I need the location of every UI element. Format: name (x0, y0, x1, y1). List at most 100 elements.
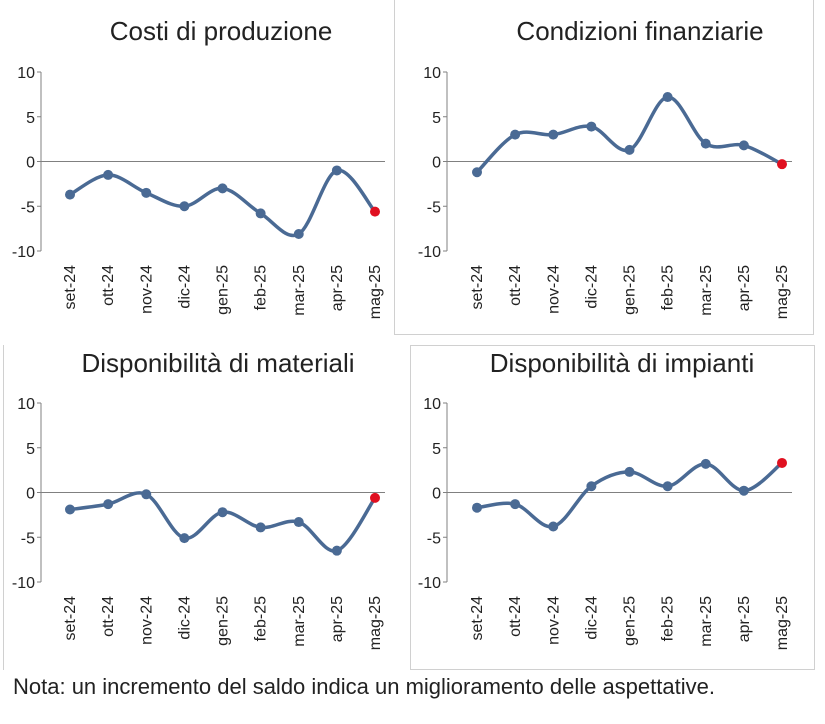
data-point (624, 144, 635, 155)
x-tick-label: dic-24 (176, 596, 193, 640)
panel-frame-bottom-left (3, 345, 6, 670)
data-point (331, 545, 342, 556)
data-point (179, 201, 190, 212)
x-tick-label: feb-25 (253, 265, 270, 310)
x-tick-label: nov-24 (545, 596, 562, 645)
x-tick-label: gen-25 (215, 596, 232, 646)
series-line (68, 491, 377, 553)
data-point (217, 507, 228, 518)
data-point (586, 121, 597, 132)
data-point (624, 466, 635, 477)
y-tick-label: -10 (12, 244, 35, 261)
data-point (700, 458, 711, 469)
chart-panel-1: Costi di produzione 10 5 0 -5 -10 set-24 ott-24… (12, 16, 385, 319)
data-point (65, 504, 75, 515)
chart-title: Costi di produzione (110, 16, 333, 46)
chart-title: Condizioni finanziarie (516, 16, 763, 46)
y-tick-label: -10 (418, 575, 441, 592)
data-point (103, 169, 114, 180)
x-tick-label: ott-24 (100, 265, 117, 306)
y-tick-label: -10 (418, 244, 441, 261)
x-tick-label: set-24 (469, 596, 486, 641)
x-tick-label: mag-25 (367, 265, 384, 319)
data-point (293, 228, 304, 239)
footnote: Nota: un incremento del saldo indica un … (13, 674, 715, 699)
x-tick-label: nov-24 (138, 596, 155, 645)
panel-frame-bottom-right (410, 345, 815, 670)
y-tick-label: -5 (21, 199, 35, 216)
x-tick-label: mar-25 (291, 265, 308, 316)
series-line (68, 168, 377, 238)
data-point (65, 189, 75, 200)
x-tick-label: nov-24 (545, 265, 562, 314)
x-tick-label: dic-24 (583, 596, 600, 640)
data-point (472, 502, 482, 513)
data-point (548, 129, 559, 140)
y-tick-label: 5 (26, 110, 35, 127)
y-tick-label: 5 (432, 110, 441, 127)
data-point (331, 165, 342, 176)
data-point (510, 129, 521, 140)
data-point-latest (777, 457, 787, 468)
x-tick-label: nov-24 (138, 265, 155, 314)
y-tick-label: -5 (427, 199, 441, 216)
panel-frame-top-right (394, 0, 814, 335)
y-tick-label: 0 (26, 155, 35, 172)
data-point (141, 187, 152, 198)
data-point (103, 499, 114, 510)
data-point-latest (370, 206, 380, 217)
y-tick-label: 0 (26, 486, 35, 503)
series-line (475, 95, 784, 174)
data-point-latest (370, 492, 380, 503)
y-tick-label: 10 (423, 65, 441, 82)
x-tick-label: apr-25 (329, 265, 346, 311)
data-point (141, 489, 152, 500)
data-point (586, 481, 597, 492)
chart-panel-3: Disponibilità di materiali 10 5 0 -5 -10 set-2… (12, 348, 385, 650)
data-point (217, 183, 228, 194)
y-tick-label: 5 (432, 441, 441, 458)
x-tick-label: dic-24 (176, 265, 193, 309)
x-tick-label: feb-25 (660, 265, 677, 310)
data-point (738, 140, 749, 151)
x-tick-label: mag-25 (774, 596, 791, 650)
chart-panel-2: Condizioni finanziarie 10 5 0 -5 -10 set-24 ott… (418, 16, 792, 319)
y-tick-label: 10 (423, 396, 441, 413)
x-tick-label: gen-25 (215, 265, 232, 315)
chart-title: Disponibilità di impianti (490, 348, 754, 378)
y-tick-label: 0 (432, 155, 441, 172)
x-tick-label: gen-25 (622, 596, 639, 646)
y-tick-label: 0 (432, 486, 441, 503)
y-tick-label: -5 (427, 530, 441, 547)
x-tick-label: mar-25 (698, 265, 715, 316)
x-tick-label: apr-25 (736, 265, 753, 311)
x-tick-label: apr-25 (329, 596, 346, 642)
x-tick-label: gen-25 (622, 265, 639, 315)
data-point (738, 485, 749, 496)
x-tick-label: dic-24 (583, 265, 600, 309)
data-point-latest (777, 159, 787, 170)
x-tick-label: apr-25 (736, 596, 753, 642)
x-tick-label: ott-24 (100, 596, 117, 637)
data-point (510, 499, 521, 510)
data-point (700, 138, 711, 149)
y-tick-label: 10 (17, 396, 35, 413)
x-tick-label: feb-25 (253, 596, 270, 641)
x-tick-label: ott-24 (507, 596, 524, 637)
y-tick-label: 10 (17, 65, 35, 82)
data-point (548, 521, 559, 532)
data-point (255, 208, 266, 219)
x-tick-label: set-24 (62, 596, 79, 641)
chart-title: Disponibilità di materiali (81, 348, 354, 378)
x-tick-label: ott-24 (507, 265, 524, 306)
x-tick-label: feb-25 (660, 596, 677, 641)
data-point (255, 522, 266, 533)
data-point (293, 517, 304, 528)
data-point (662, 481, 673, 492)
x-tick-label: mar-25 (698, 596, 715, 647)
x-tick-label: set-24 (469, 265, 486, 310)
data-point (472, 167, 482, 178)
data-point (662, 92, 673, 103)
y-tick-label: -5 (21, 530, 35, 547)
x-tick-label: mag-25 (774, 265, 791, 319)
